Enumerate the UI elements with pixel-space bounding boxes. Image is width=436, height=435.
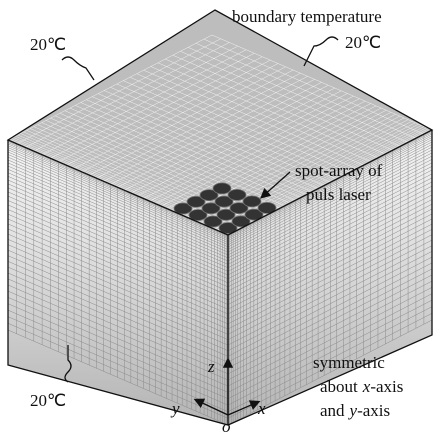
boundary-title: boundary temperature [232,7,382,26]
spot-label: puls laser [306,185,371,204]
note-word: and [320,401,345,420]
note-line: andy-axis [320,401,390,420]
axis-label: y [170,399,180,418]
temperature-label: 20℃ [30,35,66,54]
spot-label: spot-array of [295,161,383,180]
note-word: -axis [357,401,390,420]
note-word: -axis [370,377,403,396]
diagram: boundary temperature 20℃ 20℃ 20℃ spot-ar… [0,0,436,435]
temperature-label: 20℃ [345,33,381,52]
note-word: about [320,377,358,396]
temperature-label: 20℃ [30,391,66,410]
note-var: y [348,401,358,420]
laser-spot [228,189,246,200]
axis-label: z [207,357,215,376]
note-line: symmetric [313,353,385,372]
axis-label: o [222,417,231,435]
laser-spot [243,196,261,207]
laser-spot [213,183,231,194]
axis-label: x [257,399,266,418]
